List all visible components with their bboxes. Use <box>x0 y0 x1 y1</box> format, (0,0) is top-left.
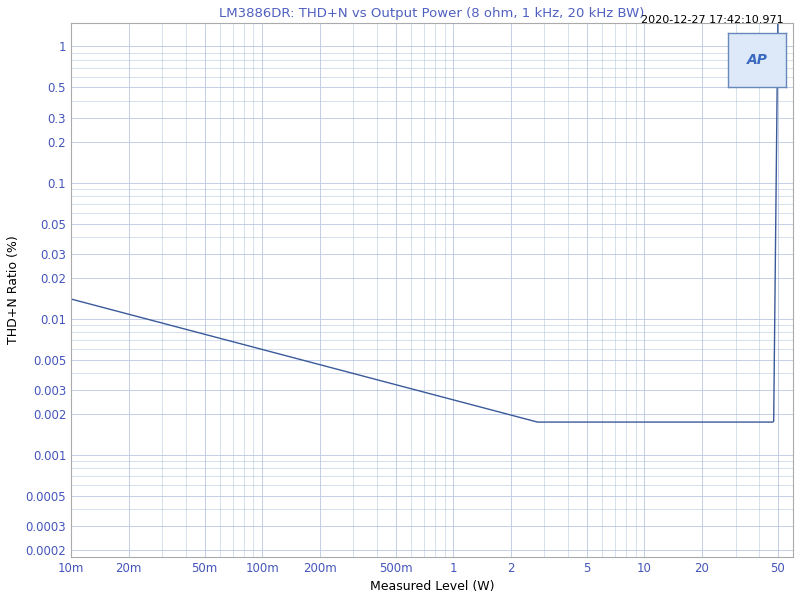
Text: 2020-12-27 17:42:10.971: 2020-12-27 17:42:10.971 <box>642 15 784 25</box>
Y-axis label: THD+N Ratio (%): THD+N Ratio (%) <box>7 235 20 344</box>
Title: LM3886DR: THD+N vs Output Power (8 ohm, 1 kHz, 20 kHz BW): LM3886DR: THD+N vs Output Power (8 ohm, … <box>219 7 645 20</box>
X-axis label: Measured Level (W): Measured Level (W) <box>370 580 494 593</box>
